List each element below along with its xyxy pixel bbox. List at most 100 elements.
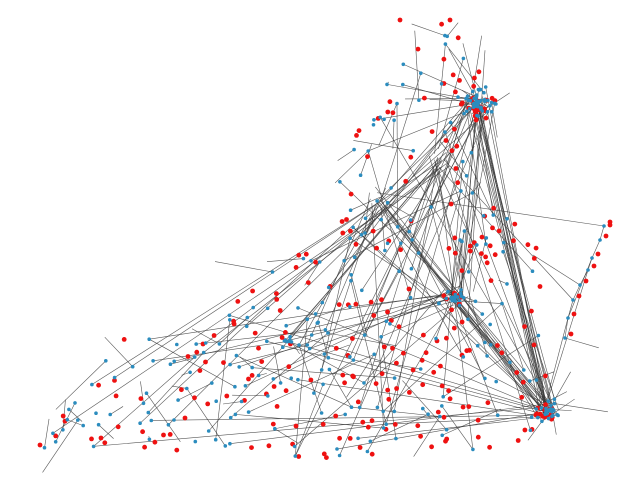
blue-node — [384, 319, 389, 324]
red-node — [37, 442, 43, 448]
red-node — [455, 35, 461, 41]
blue-node — [172, 418, 176, 422]
graph-edge — [219, 317, 248, 345]
red-node — [353, 301, 359, 307]
blue-node — [482, 97, 487, 102]
red-node — [174, 447, 180, 453]
blue-node — [468, 98, 473, 103]
blue-node — [473, 299, 478, 304]
blue-node — [437, 301, 441, 306]
edge-layer — [42, 22, 608, 473]
blue-node — [168, 362, 173, 367]
red-node — [390, 345, 395, 351]
red-node-layer — [37, 17, 613, 460]
red-node — [342, 380, 347, 386]
blue-node — [458, 238, 462, 242]
blue-node — [363, 231, 367, 235]
red-node — [398, 247, 403, 253]
graph-edge — [418, 252, 459, 300]
graph-edge — [379, 117, 558, 417]
blue-node — [534, 378, 539, 382]
blue-node — [483, 85, 488, 89]
blue-node — [297, 343, 301, 347]
graph-edge — [364, 271, 400, 336]
red-node — [415, 46, 421, 52]
red-node — [179, 387, 184, 393]
blue-node — [578, 283, 582, 287]
blue-node — [505, 217, 509, 221]
red-node — [296, 454, 302, 459]
blue-node — [316, 320, 321, 325]
blue-node — [356, 436, 360, 441]
red-node — [385, 109, 391, 115]
graph-edge — [230, 344, 308, 365]
graph-edge — [542, 317, 569, 415]
graph-edge — [274, 428, 299, 444]
blue-node — [602, 224, 606, 228]
red-node — [321, 451, 327, 457]
red-node — [333, 345, 339, 351]
blue-node — [401, 62, 406, 67]
red-node — [431, 369, 437, 375]
blue-node — [410, 238, 414, 242]
red-node — [271, 384, 277, 389]
blue-node — [536, 415, 540, 420]
graph-edge — [248, 354, 375, 413]
red-node — [235, 299, 241, 304]
blue-node — [326, 355, 331, 360]
red-node — [472, 75, 477, 81]
graph-edge — [98, 424, 114, 439]
blue-node — [283, 338, 288, 343]
red-node — [450, 72, 456, 78]
red-node — [429, 444, 434, 450]
red-node — [448, 201, 454, 207]
graph-edge — [501, 303, 525, 371]
blue-node — [483, 376, 487, 381]
blue-node — [227, 313, 232, 318]
blue-node — [234, 353, 239, 358]
red-node — [340, 372, 346, 378]
red-node — [449, 307, 454, 313]
blue-node — [281, 345, 285, 350]
blue-node — [485, 354, 489, 358]
red-node — [406, 286, 412, 292]
graph-edge — [232, 394, 268, 397]
blue-node — [479, 106, 483, 110]
red-node — [390, 110, 396, 116]
graph-edge — [171, 385, 187, 389]
red-node — [121, 337, 127, 342]
graph-edge — [294, 159, 442, 457]
red-node — [96, 382, 101, 388]
blue-node — [292, 444, 297, 449]
blue-node — [342, 258, 347, 263]
red-node — [152, 439, 158, 445]
graph-edge — [532, 254, 581, 286]
blue-node — [147, 337, 151, 342]
red-node — [492, 252, 498, 258]
blue-node — [536, 333, 541, 338]
red-node — [370, 228, 376, 234]
graph-edge — [44, 418, 50, 448]
blue-node — [444, 427, 449, 432]
blue-node — [484, 236, 489, 240]
blue-node — [301, 256, 306, 261]
graph-edge — [567, 257, 593, 319]
blue-node — [598, 238, 602, 242]
graph-edge — [599, 225, 605, 241]
red-node — [537, 284, 543, 289]
red-node — [256, 345, 261, 351]
blue-node — [552, 401, 557, 406]
graph-edge — [361, 169, 441, 291]
red-node — [479, 234, 485, 240]
blue-node — [338, 180, 342, 184]
blue-node — [237, 365, 241, 369]
red-node — [410, 367, 416, 373]
blue-node — [461, 56, 466, 61]
graph-edge — [591, 239, 601, 259]
blue-node — [471, 447, 475, 452]
red-node — [515, 438, 521, 443]
blue-node — [545, 411, 549, 416]
blue-node — [474, 93, 479, 97]
red-node — [252, 330, 258, 336]
blue-node — [357, 405, 362, 410]
